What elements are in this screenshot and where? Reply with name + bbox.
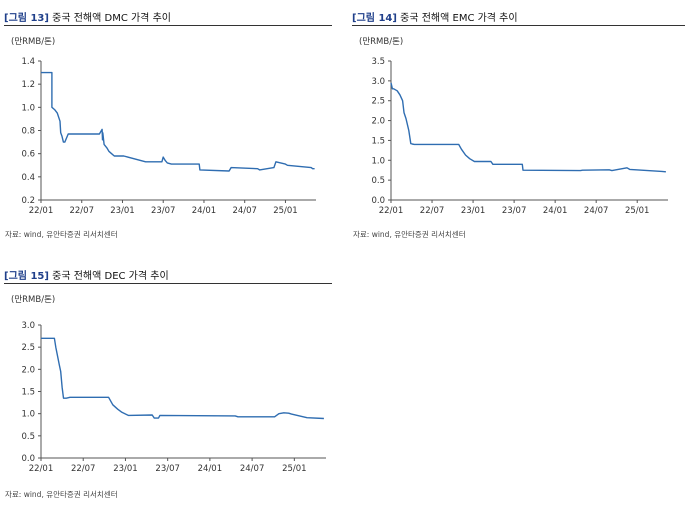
figure-tag: [그림 14]	[352, 13, 397, 24]
chart-svg: 0.0 0.5 1.0 1.5 2.0 2.5 3.0 22/01 22/07 23/01 23/0…	[21, 321, 326, 474]
chart-title: [그림 13] 중국 전해액 DMC 가격 추이	[4, 9, 171, 24]
figure-tag: [그림 13]	[4, 13, 49, 24]
title-rule	[352, 25, 685, 26]
y-tick-label: 0.0	[371, 196, 385, 206]
x-tick-label: 24/01	[543, 206, 568, 216]
y-tick-label: 1.4	[21, 57, 35, 67]
series-line	[390, 82, 666, 173]
source-label: 자료: wind, 유안타증권 리서치센터	[5, 230, 118, 239]
figure-tag: [그림 15]	[4, 271, 49, 282]
y-tick-label: 1.2	[21, 80, 35, 90]
x-tick-label: 24/07	[232, 206, 257, 216]
unit-label: (만RMB/톤)	[11, 37, 56, 47]
chart-svg: 0.0 0.5 1.0 1.5 2.0 2.5 3.0 3.5 22/01 22/07 23/01 2…	[371, 57, 668, 216]
y-tick-label: 1.5	[21, 388, 35, 398]
y-tick-label: 1.0	[21, 410, 35, 420]
x-tick-label: 22/01	[29, 464, 54, 474]
y-tick-label: 2.5	[21, 343, 35, 353]
x-tick-label: 22/07	[420, 206, 445, 216]
x-tick-label: 22/07	[69, 206, 94, 216]
unit-label: (만RMB/톤)	[359, 37, 404, 47]
y-tick-label: 0.0	[21, 454, 35, 464]
x-tick-label: 22/01	[29, 206, 54, 216]
x-tick-label: 23/01	[110, 206, 135, 216]
source-label: 자료: wind, 유안타증권 리서치센터	[353, 230, 466, 239]
y-tick-label: 2.5	[371, 97, 385, 107]
x-tick-label: 23/01	[113, 464, 138, 474]
y-tick-label: 1.0	[21, 103, 35, 113]
chart-title: [그림 15] 중국 전해액 DEC 가격 추이	[4, 267, 169, 282]
x-tick-label: 22/07	[71, 464, 96, 474]
x-tick-label: 23/07	[151, 206, 176, 216]
y-tick-label: 0.4	[21, 173, 35, 183]
y-tick-label: 3.0	[21, 321, 35, 331]
chart-svg: 0.2 0.4 0.6 0.8 1.0 1.2 1.4 22/01 22/07 23/01 23/0…	[21, 57, 316, 216]
x-tick-label: 24/01	[192, 206, 217, 216]
y-tick-label: 3.0	[371, 77, 385, 87]
title-rule	[4, 25, 332, 26]
x-tick-label: 23/07	[155, 464, 180, 474]
x-tick-label: 25/01	[273, 206, 298, 216]
title-text: 중국 전해액 DMC 가격 추이	[52, 13, 171, 24]
x-tick-label: 23/01	[461, 206, 486, 216]
x-tick-label: 23/07	[502, 206, 526, 216]
x-tick-label: 25/01	[282, 464, 307, 474]
x-tick-label: 24/07	[240, 464, 265, 474]
y-tick-label: 0.6	[21, 150, 35, 160]
x-tick-label: 25/01	[625, 206, 650, 216]
source-label: 자료: wind, 유안타증권 리서치센터	[5, 490, 118, 499]
series-line	[41, 337, 324, 420]
y-tick-label: 2.0	[371, 117, 385, 127]
x-tick-label: 24/01	[198, 464, 223, 474]
x-tick-label: 24/07	[584, 206, 609, 216]
unit-label: (만RMB/톤)	[11, 295, 56, 305]
y-tick-label: 0.5	[371, 176, 385, 186]
y-tick-label: 1.0	[371, 156, 385, 166]
y-tick-label: 3.5	[371, 57, 385, 67]
chart-panel-emc: [그림 14] 중국 전해액 EMC 가격 추이 (만RMB/톤) 0.0 0.5…	[352, 6, 685, 242]
y-tick-label: 0.5	[21, 432, 35, 442]
y-tick-label: 2.0	[21, 365, 35, 375]
chart-panel-dec: [그림 15] 중국 전해액 DEC 가격 추이 (만RMB/톤) 0.0 0.5…	[4, 264, 334, 502]
y-tick-label: 0.2	[21, 196, 35, 206]
chart-panel-dmc: [그림 13] 중국 전해액 DMC 가격 추이 (만RMB/톤) 0.2 0.4…	[4, 6, 334, 242]
title-text: 중국 전해액 EMC 가격 추이	[400, 13, 518, 24]
x-tick-label: 22/01	[379, 206, 404, 216]
series-line	[41, 71, 315, 172]
title-rule	[4, 283, 332, 284]
y-tick-label: 1.5	[371, 136, 385, 146]
chart-title: [그림 14] 중국 전해액 EMC 가격 추이	[352, 9, 518, 24]
y-tick-label: 0.8	[21, 127, 35, 137]
title-text: 중국 전해액 DEC 가격 추이	[52, 271, 169, 282]
